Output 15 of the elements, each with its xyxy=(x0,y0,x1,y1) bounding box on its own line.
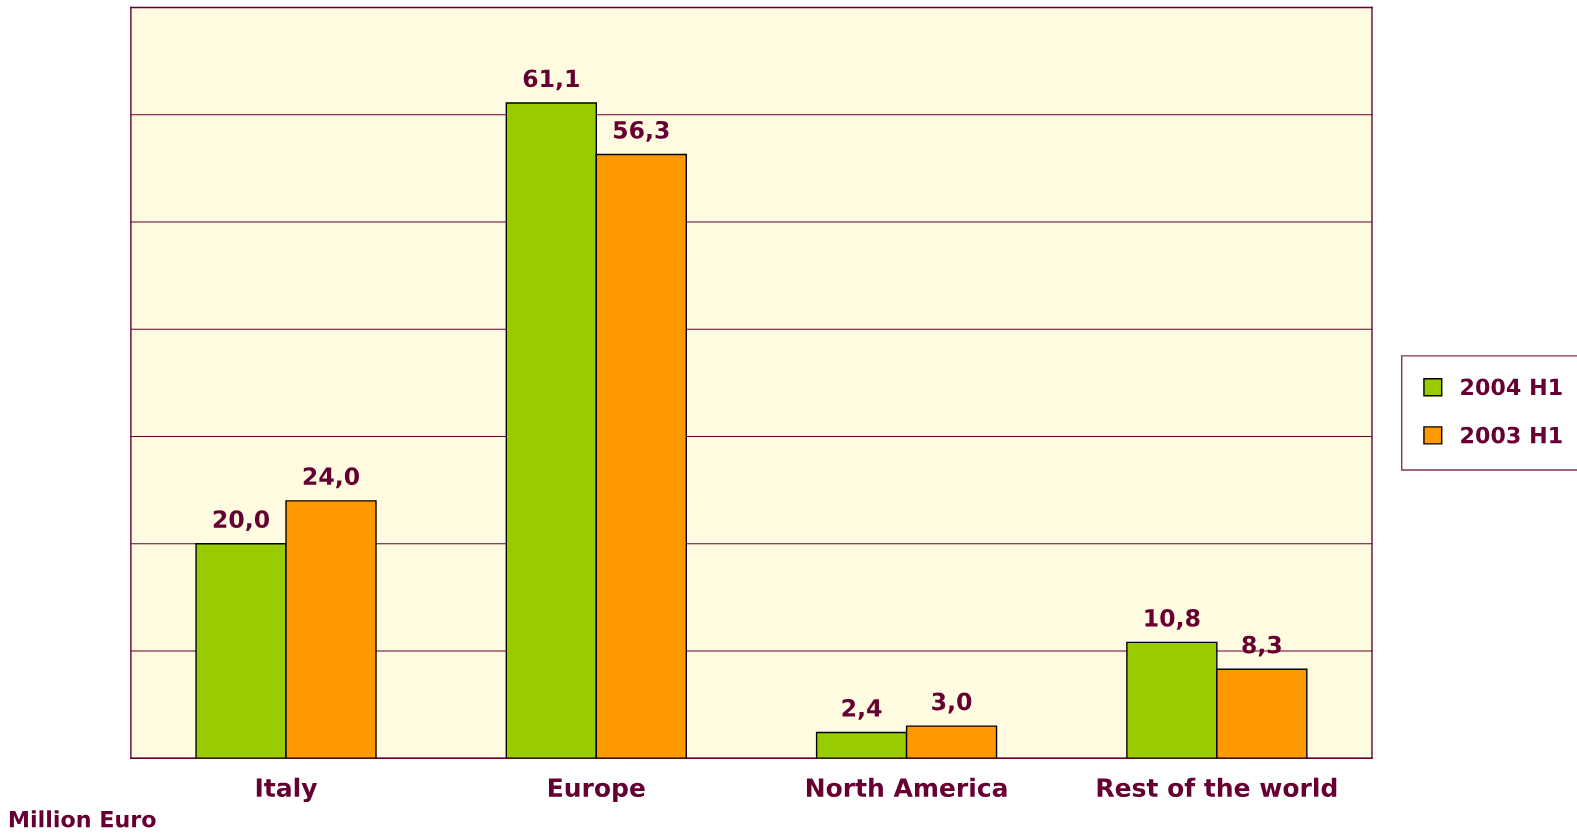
x-tick-label: North America xyxy=(806,777,1007,798)
data-label: 20,0 xyxy=(213,510,270,532)
data-label: 3,0 xyxy=(932,692,972,714)
data-label: 10,8 xyxy=(1145,608,1200,630)
data-label: 8,3 xyxy=(1242,635,1281,657)
data-label: 56,3 xyxy=(613,120,669,142)
x-tick-label: Europe xyxy=(548,778,645,802)
legend-label: 2003 H1 xyxy=(1461,426,1562,444)
x-tick-label: Rest of the world xyxy=(1097,777,1337,798)
x-tick-label: Italy xyxy=(256,777,318,803)
legend-label: 2004 H1 xyxy=(1461,378,1562,396)
text: Million Euro xyxy=(9,810,156,828)
data-label: 61,1 xyxy=(523,69,579,91)
data-label: 2,4 xyxy=(842,698,882,720)
data-label: 24,0 xyxy=(303,467,360,489)
